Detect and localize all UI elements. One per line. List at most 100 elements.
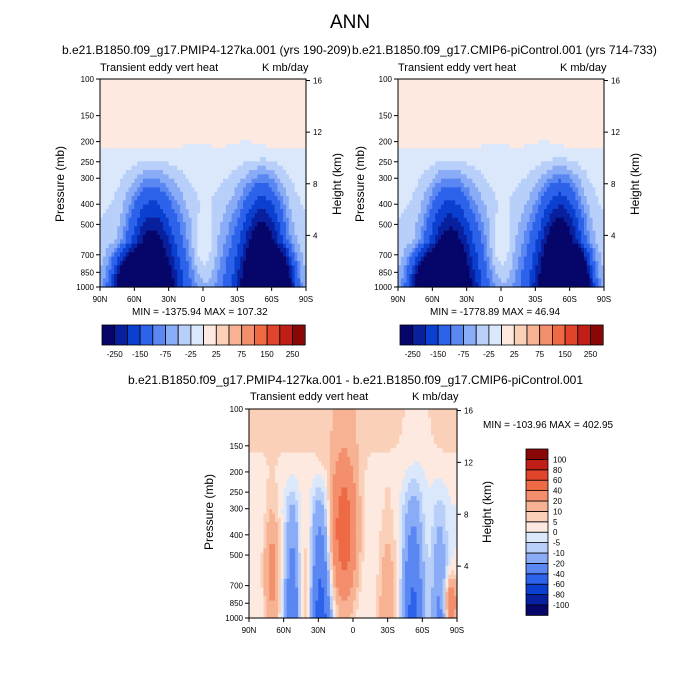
field-cell (300, 282, 304, 288)
field-cell (108, 122, 113, 128)
field-cell (285, 230, 290, 236)
field-cell (478, 144, 482, 149)
field-cell (157, 204, 161, 210)
field-cell (142, 92, 147, 97)
field-cell (432, 139, 436, 145)
field-cell (435, 213, 439, 219)
field-cell (111, 261, 115, 266)
field-cell (254, 83, 258, 89)
field-cell (225, 92, 230, 97)
field-cell (214, 152, 218, 158)
field-cell (446, 252, 451, 258)
field-cell (263, 152, 267, 158)
field-cell (160, 139, 164, 145)
field-cell (111, 217, 115, 223)
field-cell (248, 274, 253, 279)
field-cell (283, 230, 287, 236)
field-cell (268, 239, 273, 245)
field-cell (398, 178, 402, 184)
field-cell (288, 161, 293, 167)
field-cell (271, 113, 276, 119)
field-cell (145, 213, 150, 219)
field-cell (423, 135, 428, 141)
field-cell (472, 174, 476, 180)
field-cell (228, 135, 233, 141)
field-cell (285, 122, 290, 128)
field-cell (294, 204, 299, 210)
field-cell (225, 200, 230, 206)
field-cell (294, 226, 299, 232)
field-cell (423, 248, 428, 253)
field-cell (168, 139, 173, 145)
field-cell (412, 226, 416, 232)
field-cell (177, 269, 181, 275)
field-cell (157, 92, 161, 97)
field-cell (257, 79, 261, 84)
field-cell (265, 248, 270, 253)
field-cell (154, 282, 158, 288)
field-cell (114, 92, 118, 97)
field-cell (211, 170, 216, 175)
field-cell (142, 113, 147, 119)
field-cell (432, 274, 436, 279)
field-cell (237, 131, 241, 136)
field-cell (254, 256, 258, 262)
field-cell (432, 200, 436, 206)
field-cell (446, 204, 451, 210)
field-cell (280, 92, 284, 97)
field-cell (300, 239, 304, 245)
field-cell (475, 165, 479, 171)
field-cell (472, 213, 476, 219)
field-cell (288, 261, 293, 266)
field-cell (274, 144, 278, 149)
field-cell (420, 248, 425, 253)
field-cell (418, 96, 422, 102)
field-cell (449, 96, 453, 102)
field-cell (251, 148, 256, 154)
field-cell (191, 157, 196, 162)
field-cell (449, 113, 453, 119)
field-cell (398, 226, 402, 232)
field-cell (300, 243, 304, 249)
field-cell (418, 209, 422, 214)
field-cell (483, 157, 488, 162)
field-cell (177, 209, 181, 214)
field-cell (223, 165, 227, 171)
field-cell (162, 213, 167, 219)
field-cell (254, 183, 258, 188)
field-cell (125, 100, 130, 106)
field-cell (446, 248, 451, 253)
field-cell (203, 217, 207, 223)
field-cell (205, 269, 210, 275)
field-cell (297, 209, 301, 214)
field-cell (168, 178, 173, 184)
field-cell (303, 157, 307, 162)
field-cell (285, 217, 290, 223)
field-cell (443, 261, 448, 266)
panel1-right-label: K mb/day (262, 62, 309, 74)
field-cell (105, 178, 110, 184)
field-cell (409, 213, 413, 219)
field-cell (223, 252, 227, 258)
field-cell (205, 100, 210, 106)
field-cell (188, 243, 193, 249)
field-cell (162, 131, 167, 136)
field-cell (142, 131, 147, 136)
field-cell (398, 191, 402, 197)
field-cell (469, 118, 473, 123)
field-cell (265, 261, 270, 266)
field-cell (452, 274, 456, 279)
field-cell (151, 79, 155, 84)
field-cell (403, 87, 408, 93)
field-cell (409, 100, 413, 106)
field-cell (452, 100, 456, 106)
field-cell (180, 183, 184, 188)
field-cell (271, 269, 276, 275)
field-cell (455, 139, 459, 145)
field-cell (475, 200, 479, 206)
field-cell (418, 200, 422, 206)
field-cell (157, 278, 161, 284)
field-cell (400, 139, 405, 145)
field-cell (400, 239, 405, 245)
field-cell (102, 122, 107, 128)
